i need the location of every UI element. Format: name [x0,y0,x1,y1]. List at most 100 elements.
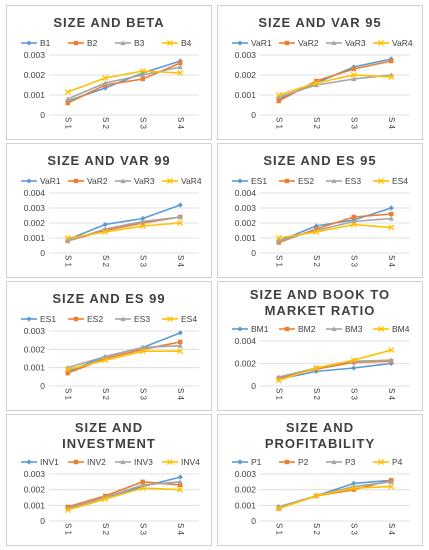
chart-title: SIZE AND ES 95 [218,153,422,169]
chart-panel-size-and-book-to-market-ratio: SIZE AND BOOK TO MARKET RATIO BM1 BM2 BM3 BM4… [217,281,423,411]
x-tick-label: S 1 [64,117,73,130]
y-tick-label: 0.002 [235,70,257,80]
chart-title: SIZE AND BOOK TO MARKET RATIO [218,287,422,319]
chart-title-line: SIZE AND [74,420,144,435]
y-tick-label: 0.002 [24,344,46,354]
x-tick-label: S 2 [101,255,110,268]
series-line [67,487,181,511]
data-point [350,357,357,364]
data-point [139,485,146,492]
legend-marker [331,459,337,465]
data-point [102,354,108,359]
x-tick-label: S 3 [139,117,148,130]
data-point [313,82,319,88]
x-tick-label: S 1 [275,388,284,401]
data-point [177,343,183,348]
x-tick-label: S 1 [64,255,73,268]
legend-label: P3 [345,457,356,467]
chart-panel-size-and-beta: SIZE AND BETA B1 B2 B3 B4 0 0.001 0.002 0.003 S 1… [6,5,212,140]
legend-entry-var4: VaR4 [373,38,413,48]
legend-marker [166,39,174,47]
x-tick-label: S 3 [139,255,148,268]
legend-entry-bm1: BM1 [232,324,269,334]
legend-entry-p1: P1 [232,457,262,467]
legend-marker [284,459,290,465]
x-tick-label: S 4 [176,117,185,130]
legend-label: ES1 [40,314,56,324]
legend-marker [377,325,385,333]
legend-label: ES2 [87,314,103,324]
chart-svg: BM1 BM2 BM3 BM4 0 0.002 0.004 S 1 S 2 S 3 S 4 [232,324,410,401]
x-tick-label: S 2 [101,523,110,536]
legend-marker [73,40,79,46]
x-tick-label: S 4 [387,255,396,268]
chart-svg: P1 P2 P3 P4 0 0.001 0.002 0.003 S 1 S 2 S 3 S 4 [232,457,410,536]
y-tick-label: 0.002 [235,359,257,369]
data-point [351,487,356,492]
series-line [67,66,181,100]
y-tick-label: 0.001 [24,233,46,243]
series-p3 [276,479,394,509]
legend-marker [166,458,174,466]
legend-marker [73,459,79,465]
chart-title: SIZE AND BETA [7,15,211,31]
data-point [275,234,282,242]
y-tick-label: 0.001 [24,90,46,100]
y-tick-label: 0.003 [235,203,257,213]
x-tick-label: S 3 [350,388,359,401]
data-point [313,368,319,374]
y-tick-label: 0 [40,381,45,391]
legend-marker [237,178,243,184]
series-line [67,222,181,239]
legend-label: VaR4 [392,38,413,48]
chart-title-line: SIZE AND BOOK TO [249,287,391,302]
x-tick-label: S 3 [350,255,359,268]
data-point [276,98,281,104]
legend-label: BM4 [392,324,410,334]
legend-label: B2 [87,38,98,48]
data-point [139,348,146,355]
legend-marker [166,315,174,323]
data-point [64,88,71,96]
data-point [178,60,183,66]
x-tick-label: S 2 [312,117,321,130]
x-tick-label: S 3 [350,523,359,536]
legend-entry-p2: P2 [279,457,309,467]
data-point [275,91,282,99]
data-point [275,377,282,384]
legend-marker [73,178,79,184]
series-line [278,223,392,239]
legend-entry-b2: B2 [68,38,98,48]
data-point [65,100,70,106]
data-point [177,64,183,70]
x-tick-label: S 4 [176,388,185,401]
legend-label: INV3 [134,457,153,467]
y-tick-label: 0 [251,516,256,526]
legend-entry-b4: B4 [162,38,192,48]
chart-title: SIZE AND INVESTMENT [7,420,211,452]
chart-title: SIZE AND VAR 99 [7,153,211,169]
data-point [140,482,146,488]
data-point [389,211,394,217]
legend-marker [26,316,32,322]
legend-entry-bm3: BM3 [326,324,363,334]
series-b1 [65,58,183,104]
data-point [388,479,394,484]
data-point [350,71,357,79]
data-point [102,357,109,364]
series-b2 [65,60,183,106]
y-tick-label: 0.001 [235,233,257,243]
y-tick-label: 0 [251,248,256,258]
data-point [64,366,71,373]
data-point [178,339,183,345]
legend-marker [120,40,126,46]
chart-svg: ES1 ES2 ES3 ES4 0 0.001 0.002 0.003 S 1 S 2 S 3 S 4 [21,314,199,401]
data-point [313,492,320,499]
data-point [313,364,320,372]
legend-label: INV1 [40,457,59,467]
series-line [278,349,392,382]
legend-label: B1 [40,38,51,48]
data-point [64,234,71,242]
legend-marker [331,326,337,332]
legend-label: ES3 [345,176,361,186]
